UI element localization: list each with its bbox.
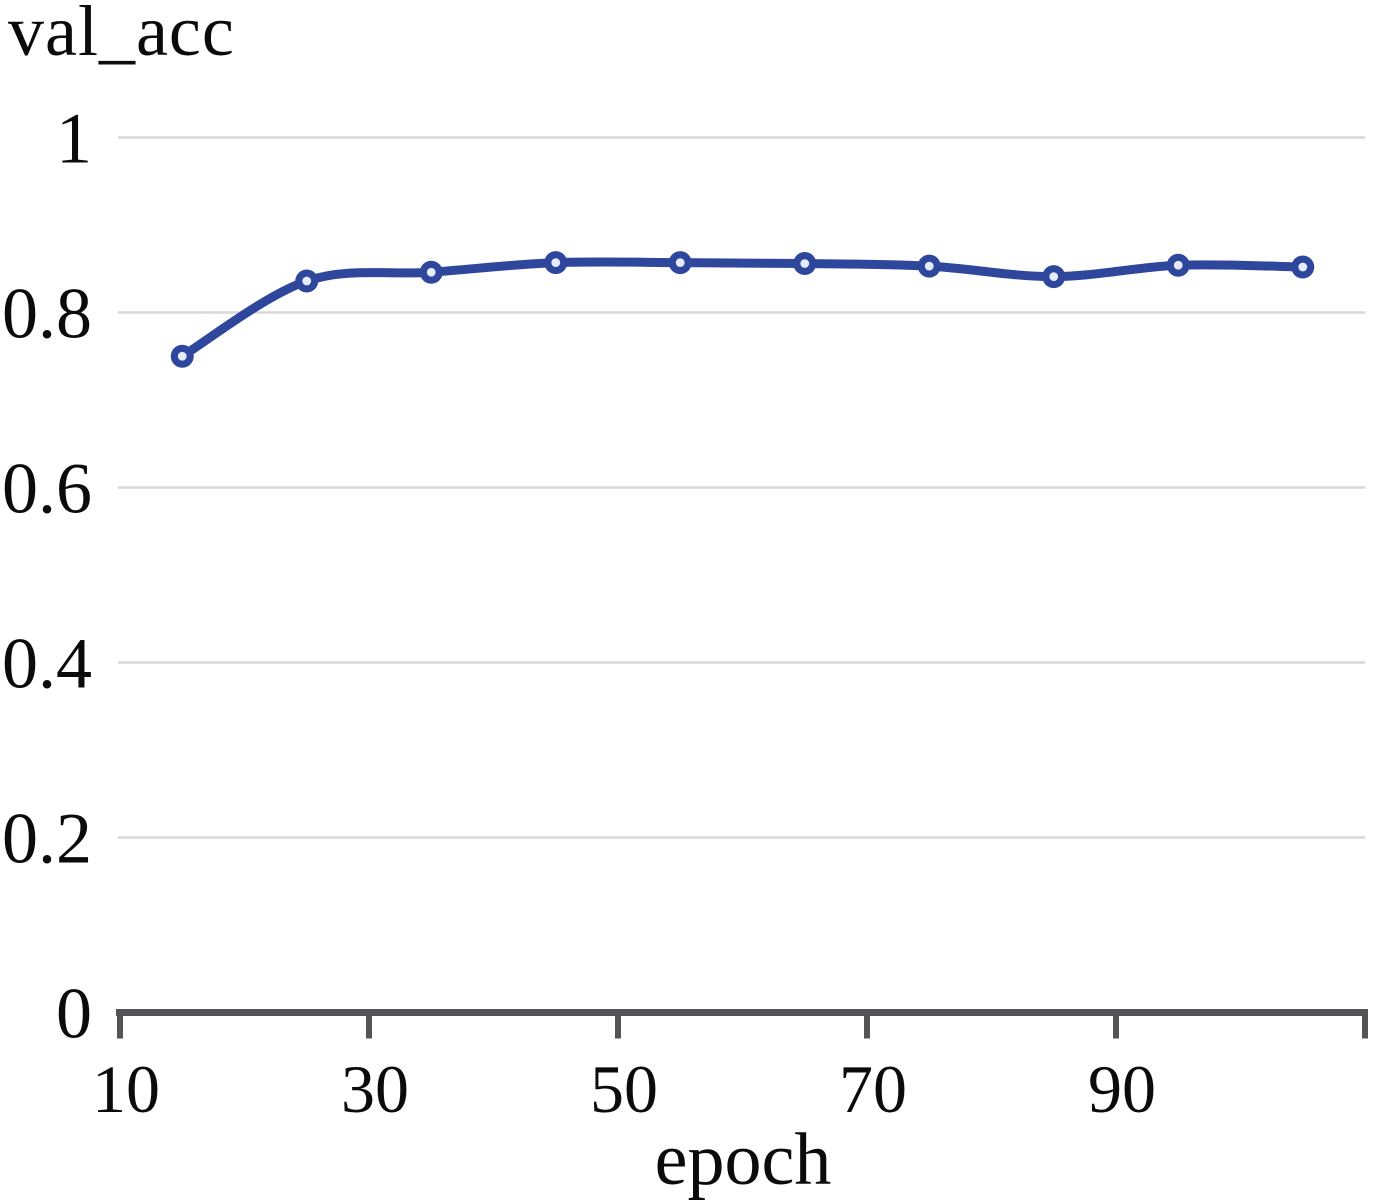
y-tick-label: 0 <box>56 974 92 1054</box>
data-point-marker-center <box>1049 272 1059 282</box>
chart-title: val_acc <box>8 0 235 71</box>
x-tick-label: 10 <box>92 1051 160 1127</box>
x-tick-label: 70 <box>839 1051 907 1127</box>
x-tick-label: 90 <box>1088 1051 1156 1127</box>
x-axis-label: epoch <box>654 1119 832 1201</box>
data-point-marker-center <box>800 259 810 268</box>
data-point-marker-center <box>177 351 187 361</box>
y-tick-label: 0.6 <box>2 449 92 529</box>
x-tick-label: 50 <box>590 1051 658 1127</box>
y-tick-label: 1 <box>56 99 92 179</box>
y-tick-label: 0.8 <box>2 274 92 354</box>
data-point-marker-center <box>1298 262 1308 272</box>
data-point-marker-center <box>675 258 685 268</box>
data-point-marker-center <box>426 267 436 277</box>
data-point-marker-center <box>551 258 561 268</box>
x-tick-label: 30 <box>341 1051 409 1127</box>
y-tick-label: 0.2 <box>2 799 92 879</box>
series-line <box>177 257 1308 361</box>
data-point-marker-center <box>924 261 934 271</box>
data-point-marker-center <box>1173 260 1183 270</box>
data-point-marker-center <box>302 276 312 286</box>
y-tick-label: 0.4 <box>2 624 92 704</box>
